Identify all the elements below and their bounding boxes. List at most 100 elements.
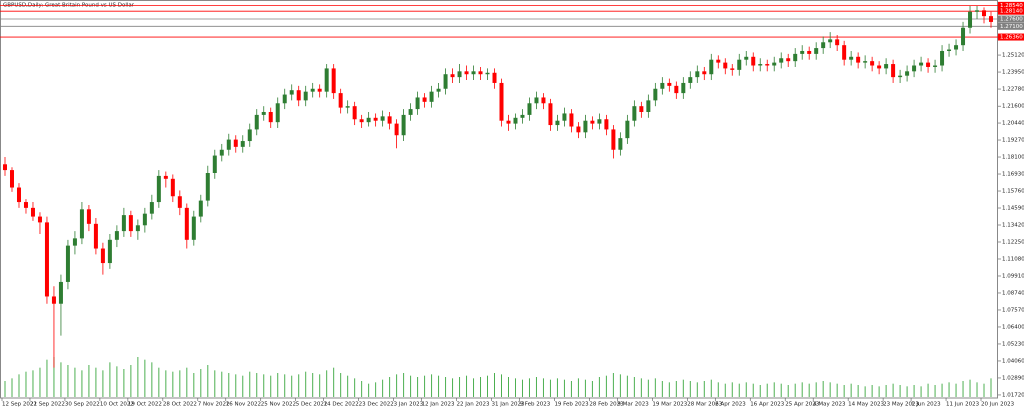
x-tick-label: 19 Oct 2022	[128, 402, 162, 408]
candle-body	[562, 113, 567, 121]
candle-body	[296, 90, 301, 101]
x-tick-label: 25 Nov 2022	[261, 402, 296, 408]
candle-body	[982, 10, 987, 17]
x-tick-label: 23 Dec 2022	[359, 402, 394, 408]
candle-body	[688, 77, 693, 83]
y-tick-label: 1.06400	[1002, 324, 1024, 330]
candle-body	[86, 209, 91, 224]
candle-body	[961, 27, 966, 46]
candle-body	[660, 82, 665, 89]
candle-body	[702, 71, 707, 75]
candle-body	[492, 72, 497, 83]
candle-body	[751, 56, 756, 66]
candle-body	[933, 65, 938, 67]
candle-body	[590, 120, 595, 124]
y-tick-label: 1.08740	[1002, 290, 1024, 296]
y-tick-label: 1.15760	[1002, 189, 1024, 195]
y-tick-label: 1.12250	[1002, 239, 1024, 245]
candle-body	[443, 74, 448, 89]
candle-body	[282, 94, 287, 104]
x-tick-label: 11 Jun 2023	[946, 402, 980, 408]
x-tick-label: 12 Sep 2022	[2, 402, 37, 408]
y-tick-label: 1.22780	[1002, 87, 1024, 93]
candle-body	[226, 139, 231, 150]
x-tick-label: 9 Mar 2023	[617, 402, 649, 408]
candle-body	[618, 138, 623, 150]
candle-body	[373, 117, 378, 121]
candle-body	[716, 59, 721, 63]
candle-body	[366, 117, 371, 123]
candle-body	[807, 50, 812, 54]
level-label-box	[998, 15, 1024, 23]
candle-body	[534, 97, 539, 104]
candle-body	[884, 64, 889, 69]
candle-body	[121, 215, 126, 232]
candle-body	[114, 231, 119, 240]
candle-body	[576, 126, 581, 133]
level-label: 1.27600	[1000, 17, 1023, 23]
candle-body	[44, 222, 49, 297]
y-tick-label: 1.16930	[1002, 172, 1024, 178]
x-tick-label: 12 Jan 2023	[422, 402, 455, 408]
candle-body	[744, 56, 749, 60]
candle-body	[541, 97, 546, 104]
candle-body	[737, 59, 742, 70]
candle-body	[779, 58, 784, 63]
candle-body	[268, 111, 273, 123]
candle-body	[555, 120, 560, 126]
y-tick-label: 1.18100	[1002, 155, 1024, 161]
candle-body	[674, 85, 679, 94]
candle-body	[513, 117, 518, 124]
candle-body	[695, 71, 700, 78]
candle-body	[863, 61, 868, 63]
candle-body	[870, 61, 875, 66]
candle-body	[485, 72, 490, 75]
candle-body	[709, 59, 714, 75]
candle-body	[93, 223, 98, 249]
candle-body	[569, 113, 574, 127]
candle-body	[58, 281, 63, 304]
x-tick-label: 1 Jun 2023	[911, 402, 941, 408]
level-label-box	[998, 7, 1024, 15]
y-tick-label: 1.07570	[1002, 307, 1024, 313]
x-tick-label: 9 Feb 2023	[519, 402, 550, 408]
candle-body	[135, 225, 140, 232]
x-tick-label: 16 Nov 2022	[226, 402, 261, 408]
candle-body	[338, 93, 343, 108]
candle-body	[289, 90, 294, 95]
x-tick-label: 19 Mar 2023	[652, 402, 687, 408]
candle-body	[793, 53, 798, 62]
candle-body	[184, 207, 189, 240]
candle-body	[408, 109, 413, 115]
candle-body	[3, 164, 7, 171]
candle-body	[380, 116, 385, 121]
candle-body	[681, 82, 686, 94]
candle-body	[198, 200, 203, 217]
x-tick-label: 28 Oct 2022	[163, 402, 197, 408]
candle-body	[457, 71, 462, 78]
candle-body	[261, 111, 266, 115]
candle-body	[345, 106, 350, 108]
candle-body	[478, 71, 483, 75]
candle-body	[506, 120, 511, 124]
candle-body	[765, 64, 770, 66]
candle-body	[163, 175, 168, 179]
candle-body	[142, 213, 147, 226]
candle-body	[16, 187, 21, 203]
candle-body	[926, 62, 931, 67]
candle-body	[149, 202, 154, 214]
candle-body	[219, 149, 224, 156]
candle-body	[975, 10, 980, 12]
candle-body	[170, 178, 175, 197]
candle-body	[912, 65, 917, 72]
y-tick-label: 1.14590	[1002, 206, 1024, 212]
candle-body	[156, 175, 161, 203]
x-tick-label: 21 Sep 2022	[30, 402, 65, 408]
x-tick-label: 30 Sep 2022	[65, 402, 100, 408]
candle-body	[877, 65, 882, 69]
candle-body	[387, 116, 392, 124]
candle-body	[905, 71, 910, 76]
candle-body	[317, 88, 322, 92]
candle-body	[814, 48, 819, 54]
candle-body	[989, 16, 994, 22]
